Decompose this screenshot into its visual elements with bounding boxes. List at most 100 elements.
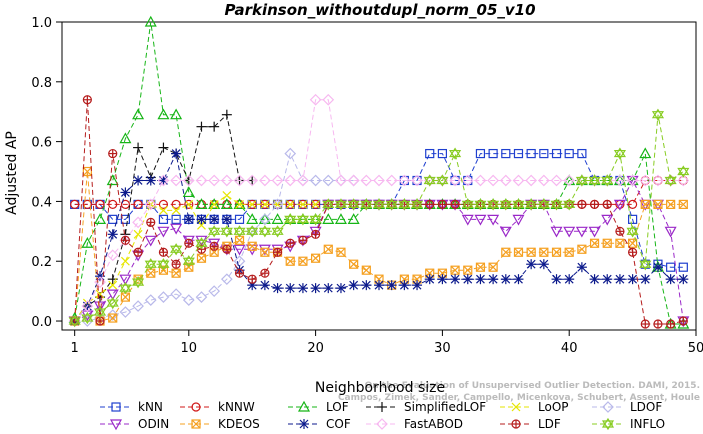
data-point	[158, 214, 169, 224]
data-point	[677, 174, 690, 187]
data-point	[258, 213, 271, 224]
data-point	[309, 93, 322, 106]
data-point	[550, 198, 563, 211]
data-point	[500, 274, 511, 285]
data-point	[196, 253, 207, 263]
data-point	[146, 217, 156, 227]
data-point	[170, 223, 183, 235]
series-loop	[70, 191, 321, 326]
data-point	[144, 258, 157, 271]
data-point	[487, 174, 499, 187]
data-point	[170, 243, 183, 256]
data-point	[120, 199, 131, 210]
data-point	[614, 174, 626, 187]
data-point	[208, 198, 221, 210]
data-point	[551, 274, 562, 285]
data-point	[639, 174, 652, 187]
data-point	[171, 259, 181, 269]
legend-marker	[377, 402, 387, 412]
data-point	[144, 294, 157, 306]
data-point	[184, 238, 194, 248]
data-point	[146, 199, 156, 210]
data-point	[652, 262, 663, 273]
data-point	[311, 199, 321, 210]
legend-marker	[602, 401, 614, 413]
data-point	[614, 274, 625, 285]
data-point	[233, 244, 246, 256]
plot-frame	[61, 21, 697, 331]
data-point	[627, 238, 638, 248]
data-point	[666, 199, 676, 210]
x-axis: 1 10 20 30 40 50	[71, 330, 703, 356]
data-point	[82, 199, 92, 210]
chart-title: Parkinson_withoutdupl_norm_05_v10	[224, 1, 535, 19]
data-point	[386, 280, 397, 291]
data-point	[209, 121, 220, 132]
data-point	[234, 214, 245, 224]
data-point	[347, 198, 360, 211]
series-line	[74, 114, 684, 322]
data-point	[271, 213, 284, 224]
data-point	[374, 280, 384, 291]
data-point	[158, 142, 169, 153]
y-axis: 0.0 0.2 0.4 0.6 0.8 1.0	[31, 16, 62, 330]
data-point	[372, 198, 386, 211]
data-point	[171, 268, 181, 278]
data-point	[297, 283, 308, 294]
data-point	[260, 199, 270, 209]
data-point	[526, 259, 537, 270]
legend-item-fastabod: FastABOD	[366, 417, 463, 431]
legend-marker	[191, 402, 201, 412]
data-point	[171, 214, 181, 224]
data-point	[626, 174, 639, 187]
legend-label: LDOF	[630, 400, 662, 414]
data-point	[425, 199, 435, 210]
series-layer	[68, 15, 690, 329]
data-point	[385, 174, 398, 187]
data-point	[221, 214, 232, 225]
data-point	[461, 214, 474, 226]
data-point	[107, 229, 118, 240]
data-point	[234, 268, 245, 278]
data-point	[133, 229, 143, 239]
data-point	[348, 280, 359, 291]
data-point	[247, 199, 257, 210]
data-point	[335, 283, 346, 294]
data-point	[678, 274, 689, 285]
data-point	[349, 259, 359, 269]
data-point	[501, 247, 511, 257]
data-point	[246, 213, 259, 224]
data-point	[550, 226, 563, 238]
watermark-line: Campos, Zimek, Sander, Campello, Micenko…	[338, 393, 700, 403]
data-point	[411, 174, 423, 187]
data-point	[170, 288, 182, 300]
data-point	[260, 268, 270, 278]
data-point	[284, 213, 297, 226]
data-point	[195, 291, 208, 303]
data-point	[563, 174, 576, 186]
data-point	[601, 214, 614, 226]
data-point	[640, 319, 650, 329]
data-point	[678, 316, 688, 326]
data-point	[564, 274, 575, 285]
data-point	[159, 205, 168, 215]
data-point	[322, 93, 335, 106]
data-point	[575, 174, 588, 187]
data-point	[133, 247, 143, 257]
data-point	[347, 174, 360, 187]
data-point	[93, 305, 107, 319]
data-point	[589, 274, 600, 285]
legend-item-kdeos: KDEOS	[180, 417, 260, 431]
legend-item-cof: COF	[288, 417, 351, 431]
data-point	[525, 174, 538, 187]
data-point	[133, 175, 144, 186]
data-point	[157, 108, 170, 120]
data-point	[551, 247, 562, 257]
data-point	[361, 265, 371, 275]
data-point	[133, 199, 143, 210]
legend-marker	[191, 419, 201, 429]
data-point	[120, 235, 131, 245]
data-point	[81, 300, 94, 312]
data-point	[208, 225, 221, 238]
data-point	[182, 235, 195, 247]
